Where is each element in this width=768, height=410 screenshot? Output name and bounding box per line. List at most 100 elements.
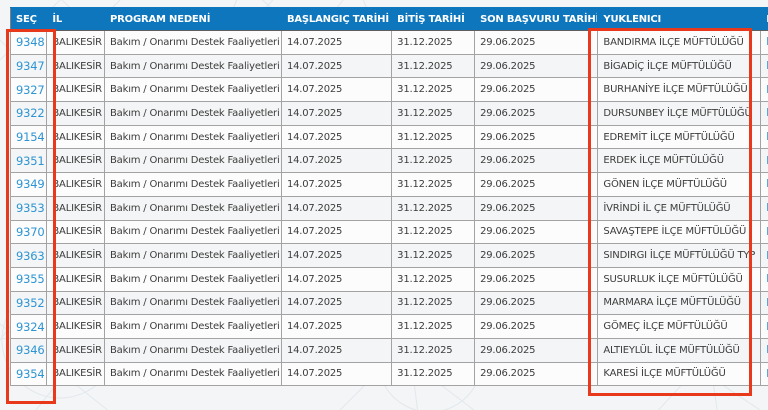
sec-cell: 9327 [10, 77, 48, 103]
sec-id-link[interactable]: 9353 [16, 201, 45, 216]
son-basvuru-tarihi-cell: 29.06.2025 [474, 77, 599, 103]
basvur-link[interactable]: Ba [766, 321, 768, 333]
basvur-link[interactable]: Ba [766, 131, 768, 143]
basvur-link[interactable]: Ba [766, 155, 768, 167]
basvur-cell: Ba [760, 243, 768, 268]
table-body: 9348 BALIKESİR Bakım / Onarımı Destek Fa… [10, 30, 768, 387]
table-row: 9348 BALIKESİR Bakım / Onarımı Destek Fa… [10, 30, 768, 55]
bitis-tarihi-cell: 31.12.2025 [391, 124, 476, 150]
il-cell: BALIKESİR [46, 124, 106, 150]
yuklenici-cell: KARESİ İLÇE MÜFTÜLÜĞÜ [597, 361, 762, 387]
bitis-tarihi-cell: 31.12.2025 [391, 172, 476, 197]
basvur-link[interactable]: Ba [766, 297, 768, 309]
il-cell: BALIKESİR [46, 53, 106, 79]
sec-cell: 9354 [10, 361, 48, 387]
son-basvuru-tarihi-cell: 29.06.2025 [474, 124, 599, 150]
program-nedeni-cell: Bakım / Onarımı Destek Faaliyetleri [104, 219, 282, 245]
column-header-son-basvuru-tarihi: SON BAŞVURU TARİHİ [474, 7, 599, 31]
basvur-link[interactable]: Ba [766, 107, 768, 119]
program-nedeni-cell: Bakım / Onarımı Destek Faaliyetleri [104, 314, 282, 339]
yuklenici-cell: ALTIEYLÜL İLÇE MÜFTÜLÜĞÜ [597, 337, 762, 363]
bitis-tarihi-cell: 31.12.2025 [391, 195, 476, 221]
yuklenici-cell: DURSUNBEY İLÇE MÜFTÜLÜĞÜ [597, 101, 762, 126]
sec-id-link[interactable]: 9348 [16, 35, 45, 50]
sec-id-link[interactable]: 9154 [16, 130, 45, 145]
basvur-link[interactable]: Ba [766, 368, 768, 380]
sec-cell: 9351 [10, 148, 48, 174]
il-cell: BALIKESİR [46, 314, 106, 339]
baslangic-tarihi-cell: 14.07.2025 [280, 337, 393, 363]
baslangic-tarihi-cell: 14.07.2025 [280, 124, 393, 150]
basvur-link[interactable]: Ba [766, 344, 768, 356]
bitis-tarihi-cell: 31.12.2025 [391, 53, 476, 79]
table-row: 9355 BALIKESİR Bakım / Onarımı Destek Fa… [10, 266, 768, 292]
basvur-cell: Ba [760, 30, 768, 55]
son-basvuru-tarihi-cell: 29.06.2025 [474, 53, 599, 79]
bitis-tarihi-cell: 31.12.2025 [391, 361, 476, 387]
bitis-tarihi-cell: 31.12.2025 [391, 101, 476, 126]
sec-id-link[interactable]: 9327 [16, 82, 45, 97]
results-table-container: SEÇ İL PROGRAM NEDENİ BAŞLANGIÇ TARİHİ B… [10, 7, 768, 388]
sec-id-link[interactable]: 9370 [16, 224, 45, 239]
table-row: 9154 BALIKESİR Bakım / Onarımı Destek Fa… [10, 124, 768, 150]
basvur-link[interactable]: Ba [766, 36, 768, 48]
table-row: 9324 BALIKESİR Bakım / Onarımı Destek Fa… [10, 314, 768, 339]
yuklenici-cell: BURHANİYE İLÇE MÜFTÜLÜĞÜ [597, 77, 762, 103]
il-cell: BALIKESİR [46, 30, 106, 55]
baslangic-tarihi-cell: 14.07.2025 [280, 243, 393, 268]
il-cell: BALIKESİR [46, 148, 106, 174]
sec-id-link[interactable]: 9324 [16, 319, 45, 334]
bitis-tarihi-cell: 31.12.2025 [391, 148, 476, 174]
sec-id-link[interactable]: 9354 [16, 366, 45, 381]
basvur-link[interactable]: Ba [766, 84, 768, 96]
basvur-link[interactable]: Ba [766, 273, 768, 285]
sec-id-link[interactable]: 9355 [16, 272, 45, 287]
program-results-table: SEÇ İL PROGRAM NEDENİ BAŞLANGIÇ TARİHİ B… [10, 7, 768, 387]
basvur-link[interactable]: Ba [766, 60, 768, 72]
yuklenici-cell: BANDIRMA İLÇE MÜFTÜLÜĞÜ [597, 30, 762, 55]
program-nedeni-cell: Bakım / Onarımı Destek Faaliyetleri [104, 53, 282, 79]
baslangic-tarihi-cell: 14.07.2025 [280, 53, 393, 79]
son-basvuru-tarihi-cell: 29.06.2025 [474, 290, 599, 316]
sec-cell: 9322 [10, 101, 48, 126]
table-row: 9347 BALIKESİR Bakım / Onarımı Destek Fa… [10, 53, 768, 79]
yuklenici-cell: BİGADİÇ İLÇE MÜFTÜLÜĞÜ [597, 53, 762, 79]
program-nedeni-cell: Bakım / Onarımı Destek Faaliyetleri [104, 30, 282, 55]
basvur-cell: Ba [760, 53, 768, 79]
il-cell: BALIKESİR [46, 337, 106, 363]
table-row: 9327 BALIKESİR Bakım / Onarımı Destek Fa… [10, 77, 768, 103]
table-row: 9349 BALIKESİR Bakım / Onarımı Destek Fa… [10, 172, 768, 197]
yuklenici-cell: İVRİNDİ İL ÇE MÜFTÜLÜĞÜ [597, 195, 762, 221]
baslangic-tarihi-cell: 14.07.2025 [280, 30, 393, 55]
program-nedeni-cell: Bakım / Onarımı Destek Faaliyetleri [104, 337, 282, 363]
il-cell: BALIKESİR [46, 219, 106, 245]
sec-id-link[interactable]: 9351 [16, 153, 45, 168]
sec-id-link[interactable]: 9347 [16, 59, 45, 74]
il-cell: BALIKESİR [46, 243, 106, 268]
son-basvuru-tarihi-cell: 29.06.2025 [474, 243, 599, 268]
table-row: 9363 BALIKESİR Bakım / Onarımı Destek Fa… [10, 243, 768, 268]
basvur-link[interactable]: Ba [766, 202, 768, 214]
baslangic-tarihi-cell: 14.07.2025 [280, 290, 393, 316]
program-nedeni-cell: Bakım / Onarımı Destek Faaliyetleri [104, 148, 282, 174]
basvur-link[interactable]: Ba [766, 250, 768, 262]
table-row: 9354 BALIKESİR Bakım / Onarımı Destek Fa… [10, 361, 768, 387]
son-basvuru-tarihi-cell: 29.06.2025 [474, 314, 599, 339]
sec-id-link[interactable]: 9349 [16, 177, 45, 192]
basvur-link[interactable]: Ba [766, 226, 768, 238]
program-nedeni-cell: Bakım / Onarımı Destek Faaliyetleri [104, 243, 282, 268]
son-basvuru-tarihi-cell: 29.06.2025 [474, 337, 599, 363]
baslangic-tarihi-cell: 14.07.2025 [280, 101, 393, 126]
baslangic-tarihi-cell: 14.07.2025 [280, 172, 393, 197]
bitis-tarihi-cell: 31.12.2025 [391, 219, 476, 245]
program-nedeni-cell: Bakım / Onarımı Destek Faaliyetleri [104, 101, 282, 126]
sec-id-link[interactable]: 9363 [16, 248, 45, 263]
sec-cell: 9349 [10, 172, 48, 197]
sec-id-link[interactable]: 9346 [16, 343, 45, 358]
sec-id-link[interactable]: 9322 [16, 106, 45, 121]
son-basvuru-tarihi-cell: 29.06.2025 [474, 195, 599, 221]
sec-id-link[interactable]: 9352 [16, 295, 45, 310]
son-basvuru-tarihi-cell: 29.06.2025 [474, 101, 599, 126]
basvur-link[interactable]: Ba [766, 178, 768, 190]
sec-cell: 9363 [10, 243, 48, 268]
